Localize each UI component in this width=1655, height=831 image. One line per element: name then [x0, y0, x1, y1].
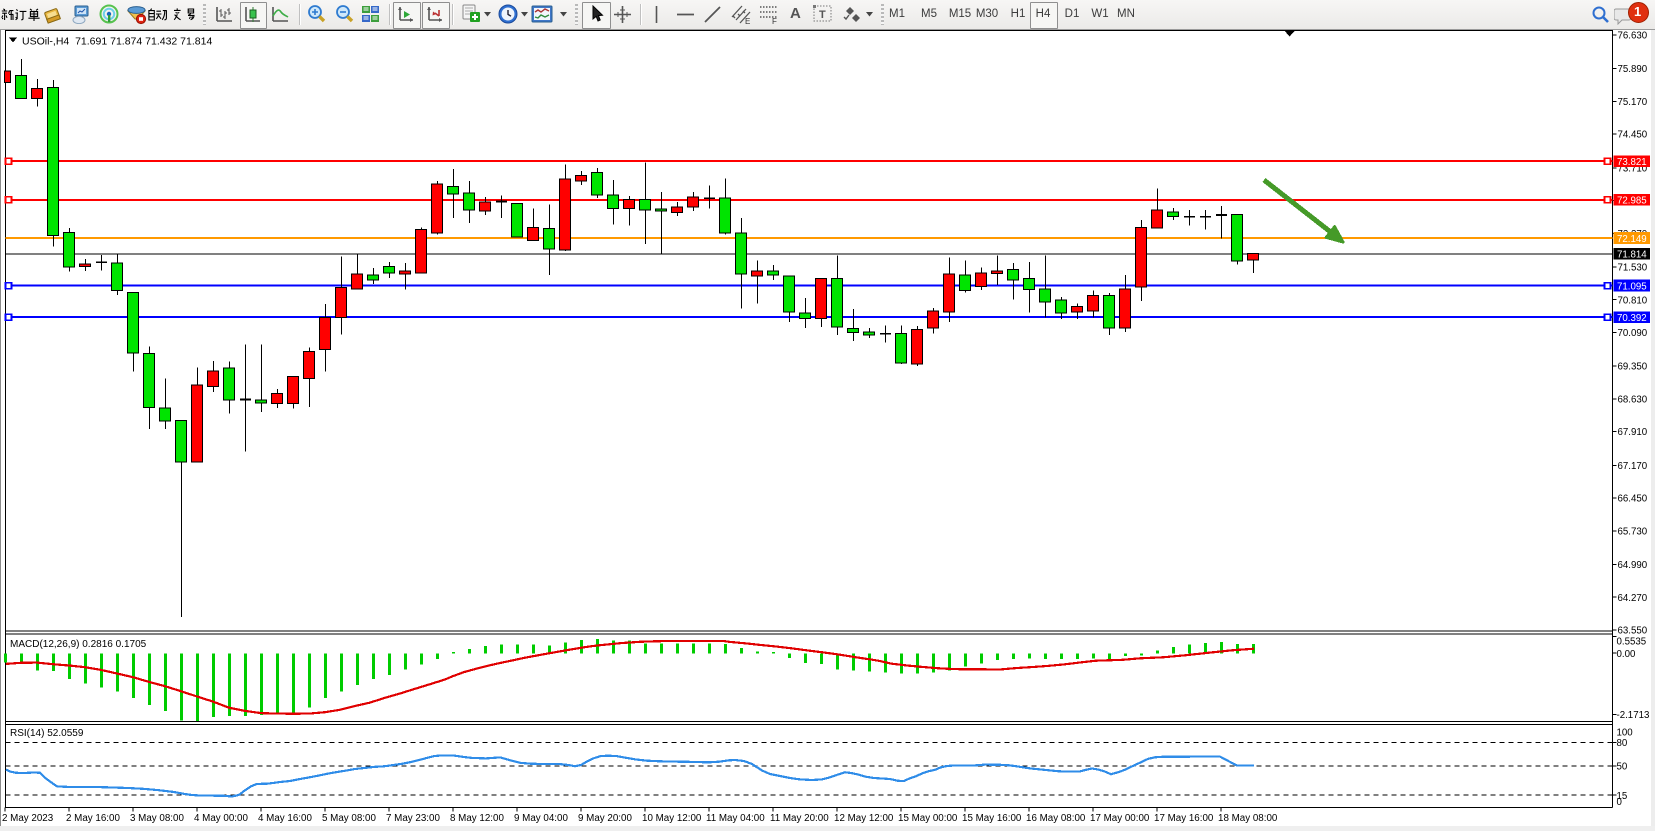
svg-text:75.890: 75.890: [1618, 64, 1648, 75]
svg-text:15 May 16:00: 15 May 16:00: [962, 813, 1022, 824]
svg-text:50: 50: [1617, 762, 1628, 773]
svg-text:65.730: 65.730: [1618, 526, 1648, 537]
svg-text:68.630: 68.630: [1618, 395, 1648, 406]
svg-text:72.149: 72.149: [1617, 234, 1647, 245]
svg-text:67.170: 67.170: [1618, 461, 1648, 472]
svg-text:2 May 2023: 2 May 2023: [2, 813, 54, 824]
svg-text:71.814: 71.814: [1617, 250, 1647, 261]
svg-text:70.392: 70.392: [1617, 313, 1647, 324]
svg-text:3 May 08:00: 3 May 08:00: [130, 813, 184, 824]
svg-text:E: E: [745, 17, 750, 25]
svg-text:4 May 00:00: 4 May 00:00: [194, 813, 248, 824]
svg-text:18 May 08:00: 18 May 08:00: [1218, 813, 1278, 824]
svg-text:MACD(12,26,9) 0.2816 0.1705: MACD(12,26,9) 0.2816 0.1705: [10, 639, 147, 650]
svg-text:74.450: 74.450: [1618, 130, 1648, 141]
svg-text:66.450: 66.450: [1618, 494, 1648, 505]
svg-text:4 May 16:00: 4 May 16:00: [258, 813, 312, 824]
svg-text:F: F: [772, 17, 777, 25]
svg-text:-2.1713: -2.1713: [1617, 710, 1650, 721]
svg-text:72.985: 72.985: [1617, 196, 1647, 207]
svg-text:80: 80: [1617, 738, 1628, 749]
svg-text:T: T: [819, 9, 826, 21]
svg-text:63.550: 63.550: [1618, 626, 1648, 637]
svg-text:8 May 12:00: 8 May 12:00: [450, 813, 504, 824]
svg-text:71.530: 71.530: [1618, 263, 1648, 274]
svg-text:70.090: 70.090: [1618, 328, 1648, 339]
svg-text:10 May 12:00: 10 May 12:00: [642, 813, 702, 824]
svg-text:73.821: 73.821: [1617, 157, 1647, 168]
svg-text:9 May 04:00: 9 May 04:00: [514, 813, 568, 824]
svg-text:75.170: 75.170: [1618, 97, 1648, 108]
svg-text:64.990: 64.990: [1618, 560, 1648, 571]
svg-text:15 May 00:00: 15 May 00:00: [898, 813, 958, 824]
svg-text:100: 100: [1617, 728, 1634, 739]
svg-text:5 May 08:00: 5 May 08:00: [322, 813, 376, 824]
svg-text:71.095: 71.095: [1617, 281, 1647, 292]
svg-text:0: 0: [1617, 797, 1623, 808]
svg-text:70.810: 70.810: [1618, 295, 1648, 306]
svg-text:7 May 23:00: 7 May 23:00: [386, 813, 440, 824]
svg-text:64.270: 64.270: [1618, 593, 1648, 604]
svg-text:USOil-,H4 71.691 71.874 71.43: USOil-,H4 71.691 71.874 71.432 71.814: [22, 36, 212, 48]
svg-text:17 May 00:00: 17 May 00:00: [1090, 813, 1150, 824]
svg-text:16 May 08:00: 16 May 08:00: [1026, 813, 1086, 824]
svg-text:73.710: 73.710: [1618, 163, 1648, 174]
svg-text:2 May 16:00: 2 May 16:00: [66, 813, 120, 824]
svg-text:9 May 20:00: 9 May 20:00: [578, 813, 632, 824]
svg-text:11 May 04:00: 11 May 04:00: [706, 813, 765, 824]
svg-text:0.5535: 0.5535: [1617, 637, 1647, 648]
svg-text:12 May 12:00: 12 May 12:00: [834, 813, 894, 824]
svg-text:76.630: 76.630: [1618, 31, 1648, 42]
svg-text:67.910: 67.910: [1618, 427, 1648, 438]
svg-text:RSI(14) 52.0559: RSI(14) 52.0559: [10, 728, 84, 739]
svg-text:11 May 20:00: 11 May 20:00: [770, 813, 829, 824]
svg-text:69.350: 69.350: [1618, 362, 1648, 373]
svg-text:15: 15: [1617, 791, 1628, 802]
svg-text:17 May 16:00: 17 May 16:00: [1154, 813, 1214, 824]
svg-text:0.00: 0.00: [1617, 649, 1636, 660]
